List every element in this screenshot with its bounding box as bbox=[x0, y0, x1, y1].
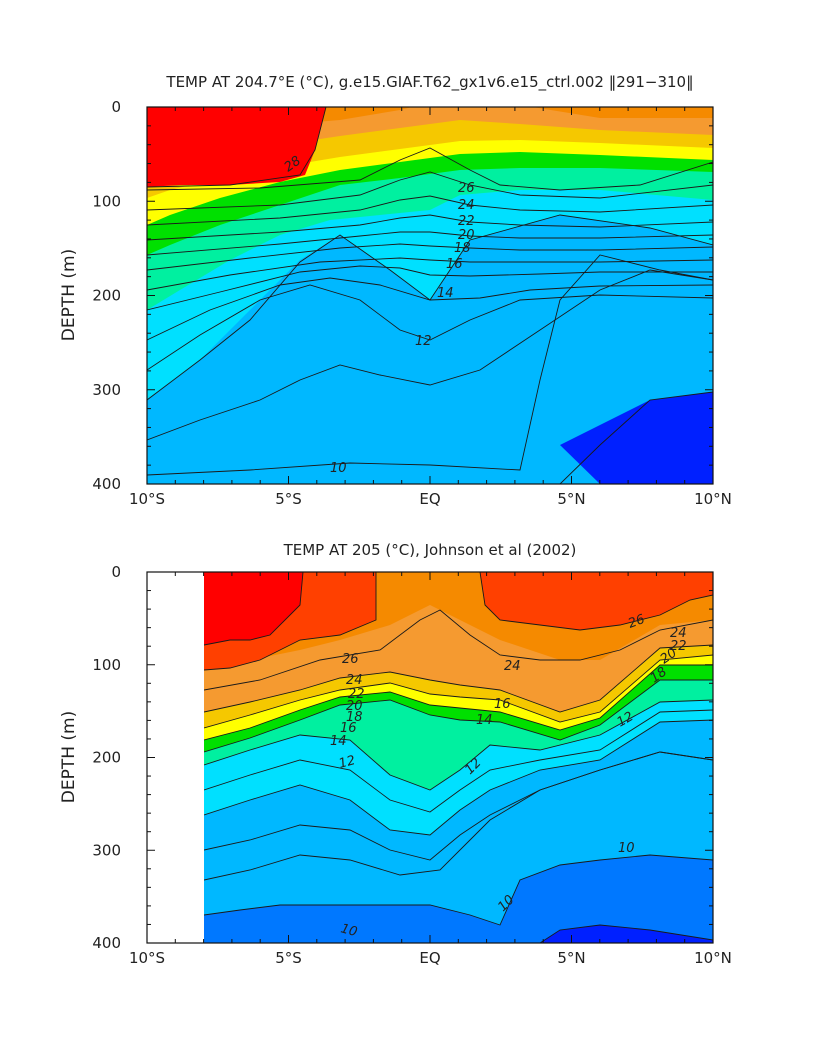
top-y-tick-label: 0 bbox=[111, 98, 121, 116]
contour-label: 24 bbox=[504, 659, 521, 674]
bottom-x-tick-label: 5°N bbox=[557, 949, 585, 967]
contour-label: 24 bbox=[670, 626, 687, 641]
bottom-contour-labels: 26 26 24 24 22 20 18 16 14 14 16 18 20 2… bbox=[330, 612, 687, 940]
contour-label: 26 bbox=[342, 652, 359, 667]
contour-label: 20 bbox=[458, 228, 475, 243]
bottom-y-tick-label: 300 bbox=[92, 841, 121, 859]
contour-label: 12 bbox=[615, 709, 637, 730]
top-x-tick-label: 10°N bbox=[694, 490, 732, 508]
contour-label: 16 bbox=[446, 257, 463, 272]
bottom-y-axis-label: DEPTH (m) bbox=[59, 711, 79, 803]
contour-label: 18 bbox=[346, 710, 363, 725]
bottom-y-tick-label: 0 bbox=[111, 563, 121, 581]
contour-label: 26 bbox=[626, 612, 647, 632]
bottom-isolines bbox=[204, 572, 713, 943]
contour-label: 20 bbox=[346, 699, 363, 714]
top-y-tick-label: 400 bbox=[92, 475, 121, 493]
contour-label: 24 bbox=[458, 198, 475, 213]
contour-label: 14 bbox=[330, 734, 347, 749]
top-x-tick-label: 5°N bbox=[557, 490, 585, 508]
top-y-tick-label: 100 bbox=[92, 192, 121, 210]
bottom-x-tick-label: EQ bbox=[419, 949, 440, 967]
top-contour-fill bbox=[147, 107, 713, 484]
contour-label: 10 bbox=[339, 921, 359, 940]
contour-label: 14 bbox=[476, 713, 493, 728]
contour-label: 22 bbox=[458, 214, 475, 229]
top-x-tick-label: 5°S bbox=[275, 490, 302, 508]
contour-label: 12 bbox=[415, 334, 432, 349]
contour-label: 26 bbox=[458, 181, 475, 196]
top-y-tick-label: 200 bbox=[92, 287, 121, 305]
bottom-x-tick-label: 10°N bbox=[694, 949, 732, 967]
contour-label: 22 bbox=[348, 687, 365, 702]
contour-label: 10 bbox=[330, 461, 347, 476]
top-y-tick-label: 300 bbox=[92, 381, 121, 399]
top-x-tick-label: 10°S bbox=[129, 490, 165, 508]
bottom-panel bbox=[204, 572, 713, 943]
contour-label: 16 bbox=[340, 721, 357, 736]
contour-label: 14 bbox=[437, 286, 454, 301]
top-chart-title: TEMP AT 204.7°E (°C), g.e15.GIAF.T62_gx1… bbox=[165, 73, 693, 92]
bottom-y-tick-label: 100 bbox=[92, 656, 121, 674]
bottom-contour-fill bbox=[204, 572, 713, 943]
contour-label: 16 bbox=[494, 697, 511, 712]
bottom-chart-title: TEMP AT 205 (°C), Johnson et al (2002) bbox=[283, 541, 577, 559]
top-contour-labels: 28 26 24 22 20 18 16 14 12 10 bbox=[282, 153, 475, 476]
contour-label: 22 bbox=[670, 639, 687, 654]
top-isolines bbox=[147, 107, 713, 484]
contour-label: 18 bbox=[454, 241, 471, 256]
contour-label: 12 bbox=[337, 753, 357, 772]
bottom-y-tick-label: 400 bbox=[92, 934, 121, 952]
bottom-y-tick-label: 200 bbox=[92, 749, 121, 767]
bottom-x-tick-label: 5°S bbox=[275, 949, 302, 967]
top-y-axis-label: DEPTH (m) bbox=[59, 249, 79, 341]
contour-label: 24 bbox=[346, 673, 363, 688]
contour-label: 10 bbox=[618, 841, 635, 856]
top-x-tick-label: EQ bbox=[419, 490, 440, 508]
bottom-x-tick-label: 10°S bbox=[129, 949, 165, 967]
top-panel bbox=[147, 107, 713, 484]
